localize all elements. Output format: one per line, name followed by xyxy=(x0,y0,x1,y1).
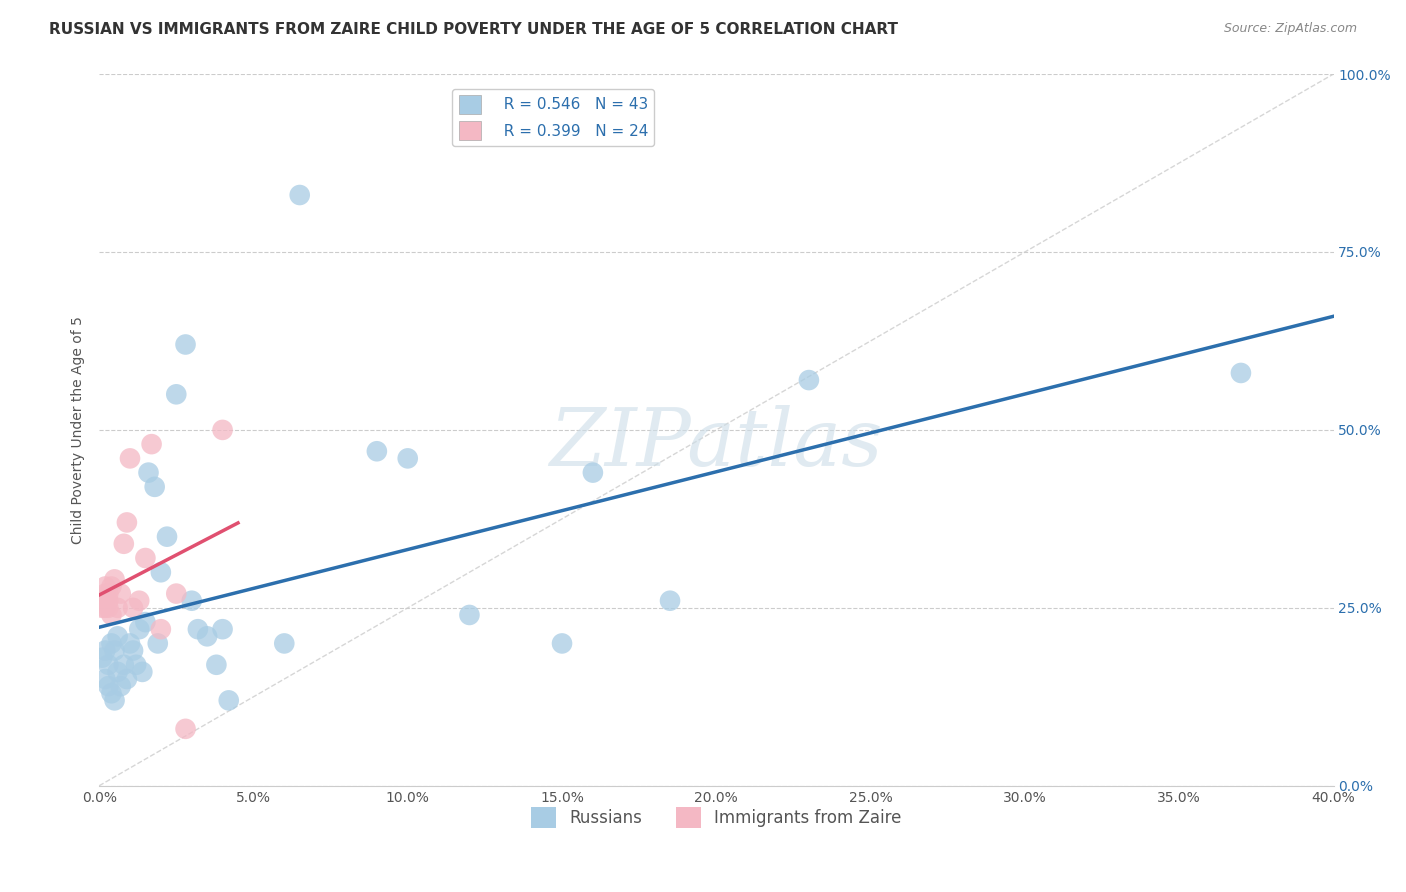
Point xyxy=(94,586,117,600)
Point xyxy=(97,593,120,607)
Point xyxy=(125,657,148,672)
Point xyxy=(128,593,150,607)
Point xyxy=(165,387,187,401)
Text: RUSSIAN VS IMMIGRANTS FROM ZAIRE CHILD POVERTY UNDER THE AGE OF 5 CORRELATION CH: RUSSIAN VS IMMIGRANTS FROM ZAIRE CHILD P… xyxy=(49,22,898,37)
Point xyxy=(458,607,481,622)
Point xyxy=(112,657,135,672)
Point xyxy=(134,615,156,629)
Point xyxy=(118,451,141,466)
Point xyxy=(659,593,682,607)
Point xyxy=(211,423,233,437)
Point xyxy=(174,722,197,736)
Point xyxy=(165,586,187,600)
Point xyxy=(797,373,820,387)
Point xyxy=(288,188,311,202)
Point xyxy=(205,657,228,672)
Point xyxy=(107,665,129,679)
Point xyxy=(187,622,209,636)
Point xyxy=(94,580,117,594)
Text: ZIPatlas: ZIPatlas xyxy=(550,405,883,483)
Legend: Russians, Immigrants from Zaire: Russians, Immigrants from Zaire xyxy=(524,801,908,834)
Y-axis label: Child Poverty Under the Age of 5: Child Poverty Under the Age of 5 xyxy=(72,316,86,544)
Point xyxy=(100,607,122,622)
Point xyxy=(97,657,120,672)
Point xyxy=(97,600,120,615)
Point xyxy=(128,622,150,636)
Point xyxy=(97,586,120,600)
Point xyxy=(1230,366,1253,380)
Point xyxy=(138,466,160,480)
Point xyxy=(122,600,145,615)
Point xyxy=(174,337,197,351)
Point xyxy=(366,444,388,458)
Point xyxy=(91,593,114,607)
Point xyxy=(143,480,166,494)
Point xyxy=(100,580,122,594)
Point xyxy=(115,516,138,530)
Point xyxy=(97,679,120,693)
Point xyxy=(115,672,138,686)
Point xyxy=(107,600,129,615)
Point xyxy=(103,573,125,587)
Point xyxy=(156,530,179,544)
Point xyxy=(100,636,122,650)
Point xyxy=(91,600,114,615)
Point xyxy=(110,586,132,600)
Point xyxy=(103,643,125,657)
Point xyxy=(118,636,141,650)
Point xyxy=(180,593,202,607)
Point xyxy=(134,551,156,566)
Point xyxy=(141,437,163,451)
Point xyxy=(195,629,218,643)
Point xyxy=(551,636,574,650)
Point xyxy=(112,537,135,551)
Point xyxy=(211,622,233,636)
Point xyxy=(110,679,132,693)
Point xyxy=(94,672,117,686)
Point xyxy=(91,650,114,665)
Point xyxy=(94,643,117,657)
Text: Source: ZipAtlas.com: Source: ZipAtlas.com xyxy=(1223,22,1357,36)
Point xyxy=(149,566,172,580)
Point xyxy=(107,629,129,643)
Point xyxy=(122,643,145,657)
Point xyxy=(396,451,419,466)
Point xyxy=(218,693,240,707)
Point xyxy=(582,466,605,480)
Point xyxy=(103,693,125,707)
Point xyxy=(131,665,153,679)
Point xyxy=(149,622,172,636)
Point xyxy=(100,686,122,700)
Point xyxy=(94,600,117,615)
Point xyxy=(273,636,295,650)
Point xyxy=(146,636,169,650)
